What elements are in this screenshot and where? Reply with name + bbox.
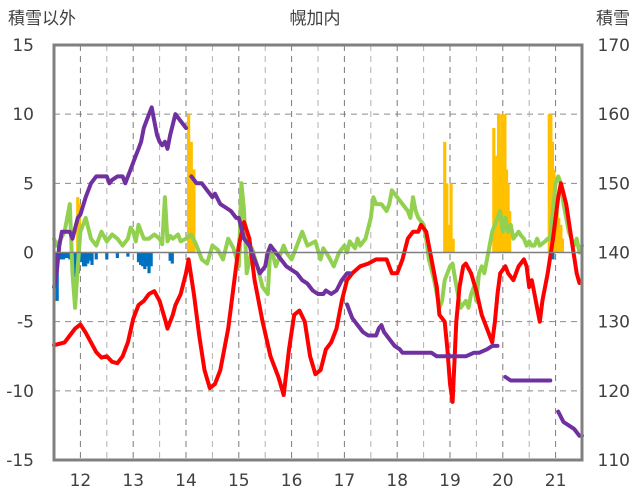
bar-0 <box>559 224 563 253</box>
bar-0 <box>451 238 455 253</box>
right-axis-title: 積雪 <box>596 9 630 29</box>
x-tick-label: 18 <box>386 471 408 491</box>
right-tick-label: 110 <box>598 451 630 471</box>
bar-1 <box>141 252 145 267</box>
bar-1 <box>94 252 98 260</box>
left-tick-label: -15 <box>6 451 34 471</box>
bar-0 <box>557 217 561 253</box>
bar-1 <box>145 252 149 267</box>
right-tick-label: 150 <box>598 174 630 194</box>
x-tick-label: 13 <box>122 471 144 491</box>
bar-series <box>53 114 565 301</box>
bar-1 <box>149 252 153 267</box>
x-tick-label: 19 <box>439 471 461 491</box>
bar-0 <box>449 183 453 253</box>
right-tick-label: 120 <box>598 382 630 402</box>
series-2-segment-2 <box>345 302 500 359</box>
bar-1 <box>168 252 172 261</box>
bar-0 <box>189 141 193 253</box>
right-tick-label: 160 <box>598 105 630 125</box>
series-2-segment-0 <box>52 105 188 290</box>
bar-1 <box>84 252 88 267</box>
bar-1 <box>88 252 92 261</box>
bar-1 <box>90 252 94 265</box>
bar-1 <box>79 252 84 263</box>
x-tick-label: 14 <box>175 471 197 491</box>
bar-0 <box>445 183 449 253</box>
series-1 <box>52 174 584 310</box>
bar-1 <box>138 252 143 265</box>
line-series <box>52 105 584 438</box>
bar-1 <box>143 252 147 270</box>
left-tick-label: 0 <box>23 244 34 264</box>
left-tick-label: -5 <box>17 313 34 333</box>
right-axis-ticks: 170 160 150 140 130 120 110 <box>598 36 630 471</box>
right-tick-label: 130 <box>598 313 630 333</box>
series-2-segment-3 <box>503 375 553 383</box>
left-tick-label: 15 <box>12 36 34 56</box>
bar-0 <box>192 169 196 253</box>
bar-1 <box>170 252 174 264</box>
bar-0 <box>443 141 447 253</box>
bar-1 <box>73 252 77 278</box>
left-axis-title: 積雪以外 <box>8 9 76 29</box>
bar-0 <box>447 224 451 253</box>
left-tick-label: 10 <box>12 105 34 125</box>
bar-1 <box>66 252 70 259</box>
bar-1 <box>136 252 141 263</box>
bar-1 <box>551 252 555 260</box>
x-tick-label: 21 <box>545 471 567 491</box>
right-tick-label: 140 <box>598 244 630 264</box>
x-tick-label: 15 <box>228 471 250 491</box>
bar-0 <box>187 114 191 253</box>
right-tick-label: 170 <box>598 36 630 56</box>
bar-0 <box>77 204 81 253</box>
bar-0 <box>560 238 565 253</box>
bar-1 <box>105 252 109 260</box>
bar-1 <box>115 252 119 259</box>
bar-1 <box>147 252 151 274</box>
x-tick-label: 12 <box>70 471 92 491</box>
series-0 <box>52 181 582 404</box>
x-tick-label: 16 <box>281 471 303 491</box>
bar-1 <box>81 252 86 267</box>
left-tick-label: 5 <box>23 174 34 194</box>
x-axis-ticks: 12 13 14 15 16 17 18 19 20 21 <box>70 471 567 491</box>
x-tick-label: 17 <box>334 471 356 491</box>
plot-frame <box>52 43 584 462</box>
left-tick-label: -10 <box>6 382 34 402</box>
bar-1 <box>86 252 90 264</box>
left-axis-ticks: 15 10 5 0 -5 -10 -15 <box>6 36 34 471</box>
chart-title: 幌加内 <box>290 9 341 29</box>
x-tick-label: 20 <box>492 471 514 491</box>
bar-1 <box>126 252 130 257</box>
series-2-segment-4 <box>556 409 584 438</box>
bar-1 <box>61 252 66 260</box>
bar-1 <box>59 252 63 260</box>
bar-1 <box>64 252 68 259</box>
